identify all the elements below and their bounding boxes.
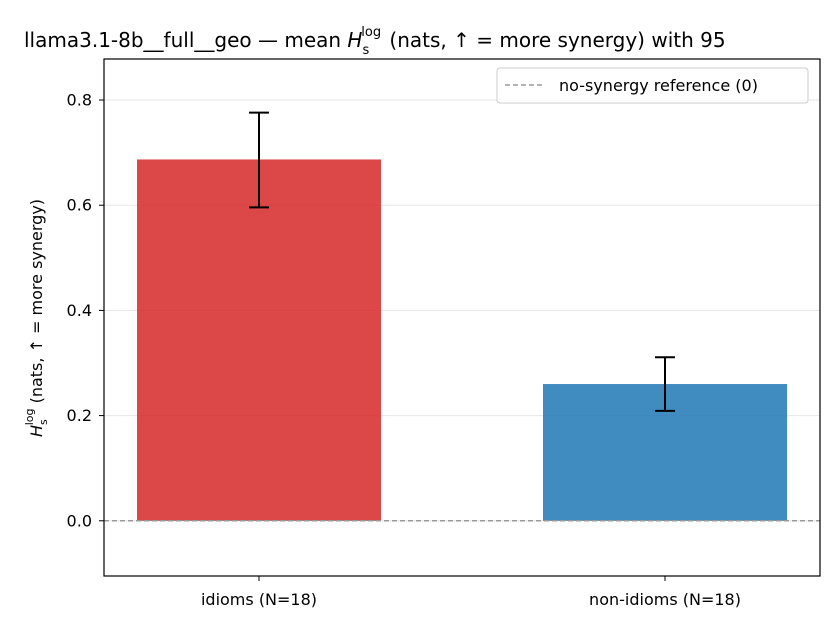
ylabel-symbol: H xyxy=(27,425,46,437)
ylabel-symbol-sup: log xyxy=(23,408,36,425)
y-tick-label: 0.8 xyxy=(67,91,92,110)
title-suffix: (nats, ↑ = more synergy) with 95 xyxy=(383,28,726,52)
x-axis-ticks: idioms (N=18) non-idioms (N=18) xyxy=(201,576,741,609)
chart-title: llama3.1-8b__full__geo — mean Hs log (nat… xyxy=(24,25,726,58)
y-tick-label: 0.0 xyxy=(67,511,92,530)
x-tick-label: idioms (N=18) xyxy=(201,590,317,609)
y-axis-ticks: 0.0 0.2 0.4 0.6 0.8 xyxy=(67,91,104,530)
bars xyxy=(137,159,787,521)
y-axis-label: Hslog (nats, ↑ = more synergy) xyxy=(23,199,50,437)
error-bars xyxy=(249,111,675,412)
legend: no-synergy reference (0) xyxy=(496,67,809,104)
y-tick-label: 0.2 xyxy=(67,406,92,425)
ylabel-symbol-sub: s xyxy=(37,419,50,425)
bar xyxy=(137,159,381,521)
x-tick-label: non-idioms (N=18) xyxy=(589,590,741,609)
legend-box xyxy=(496,67,809,104)
title-symbol-sup: log xyxy=(361,25,381,40)
y-tick-label: 0.6 xyxy=(67,196,92,215)
title-prefix: llama3.1-8b__full__geo — mean xyxy=(24,28,347,52)
plot-area-frame xyxy=(103,58,821,577)
ylabel-suffix: (nats, ↑ = more synergy) xyxy=(27,199,46,409)
title-symbol-sub: s xyxy=(362,43,369,58)
title-symbol: H xyxy=(347,28,362,52)
y-tick-label: 0.4 xyxy=(67,301,92,320)
legend-entry-label: no-synergy reference (0) xyxy=(559,76,758,95)
